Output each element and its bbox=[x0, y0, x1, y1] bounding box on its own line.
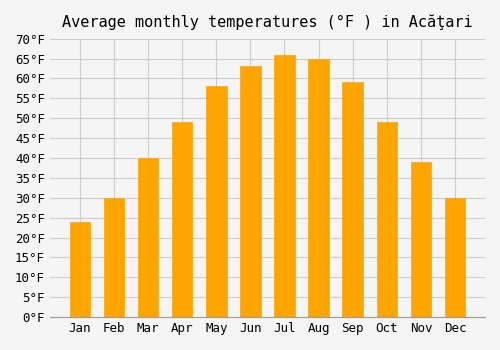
Bar bbox=[274, 55, 294, 317]
Bar bbox=[240, 66, 260, 317]
Bar bbox=[206, 86, 227, 317]
Bar bbox=[410, 162, 431, 317]
Bar bbox=[138, 158, 158, 317]
Bar bbox=[308, 58, 329, 317]
Bar bbox=[445, 198, 465, 317]
Bar bbox=[376, 122, 397, 317]
Bar bbox=[342, 82, 363, 317]
Bar bbox=[70, 222, 90, 317]
Bar bbox=[104, 198, 124, 317]
Bar bbox=[172, 122, 193, 317]
Title: Average monthly temperatures (°F ) in Acăţari: Average monthly temperatures (°F ) in Ac… bbox=[62, 15, 472, 30]
